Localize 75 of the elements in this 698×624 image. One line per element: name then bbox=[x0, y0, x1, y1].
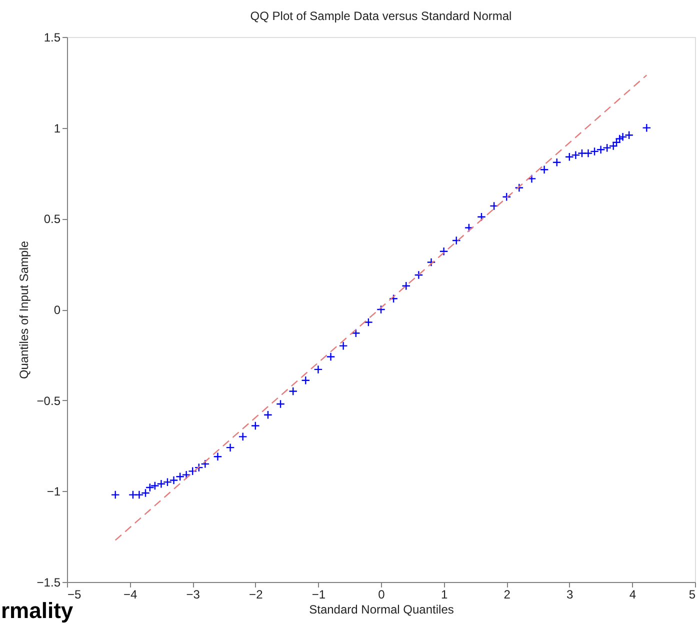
point bbox=[608, 142, 618, 150]
x-tick-label: 4 bbox=[629, 588, 636, 602]
point bbox=[314, 364, 323, 374]
point bbox=[426, 258, 436, 267]
point bbox=[490, 201, 499, 210]
point bbox=[502, 192, 512, 202]
point bbox=[464, 223, 474, 232]
point bbox=[571, 150, 580, 160]
point bbox=[351, 328, 360, 338]
point bbox=[376, 305, 386, 314]
point bbox=[624, 130, 634, 140]
point bbox=[134, 490, 144, 500]
point bbox=[564, 152, 574, 162]
point bbox=[238, 432, 248, 442]
point bbox=[150, 481, 160, 490]
x-axis-title: Standard Normal Quantiles bbox=[309, 602, 454, 616]
x-tick-label: 5 bbox=[688, 588, 696, 602]
x-tick-label: 0 bbox=[378, 588, 386, 602]
point bbox=[145, 483, 154, 492]
point bbox=[263, 410, 272, 420]
point bbox=[110, 490, 120, 500]
y-tick-label: 1.5 bbox=[44, 30, 61, 44]
y-tick-label: 0 bbox=[54, 303, 61, 317]
point bbox=[188, 466, 198, 476]
y-tick-label: 1 bbox=[54, 121, 61, 136]
point bbox=[176, 472, 185, 482]
point bbox=[612, 138, 621, 147]
point bbox=[194, 463, 204, 472]
point bbox=[276, 399, 285, 408]
x-tick-label: −2 bbox=[249, 588, 264, 602]
x-tick-label: 1 bbox=[440, 588, 448, 602]
y-tick-label: −1.5 bbox=[36, 576, 61, 590]
point bbox=[156, 479, 166, 488]
point bbox=[141, 488, 150, 498]
point bbox=[288, 386, 298, 396]
x-tick-label: −1 bbox=[312, 588, 326, 602]
point bbox=[128, 490, 138, 500]
point bbox=[414, 270, 424, 280]
point bbox=[301, 376, 310, 385]
point bbox=[514, 183, 524, 192]
point bbox=[477, 212, 486, 222]
point bbox=[618, 132, 628, 142]
point bbox=[326, 352, 336, 362]
y-tick-label: −1 bbox=[46, 484, 61, 499]
point bbox=[590, 146, 599, 156]
y-tick-label: 0.5 bbox=[44, 212, 61, 226]
point bbox=[389, 294, 398, 304]
point bbox=[250, 421, 260, 430]
point bbox=[364, 318, 373, 327]
point bbox=[402, 281, 411, 290]
point bbox=[226, 443, 235, 452]
point bbox=[596, 145, 606, 154]
point bbox=[642, 123, 652, 132]
x-tick-label: −3 bbox=[186, 588, 200, 602]
point bbox=[577, 148, 586, 158]
x-tick-label: −4 bbox=[123, 588, 138, 602]
point bbox=[615, 134, 624, 144]
point bbox=[540, 165, 549, 174]
point bbox=[169, 476, 178, 485]
y-tick-label: −0.5 bbox=[36, 394, 61, 408]
point bbox=[182, 470, 191, 480]
point bbox=[338, 341, 348, 350]
point bbox=[439, 246, 448, 256]
point bbox=[200, 459, 210, 468]
chart-title: QQ Plot of Sample Data versus Standard Normal bbox=[250, 9, 512, 23]
point bbox=[163, 478, 172, 487]
x-tick-label: 2 bbox=[504, 588, 511, 602]
point bbox=[602, 143, 612, 152]
point bbox=[527, 174, 536, 184]
point bbox=[213, 452, 222, 462]
y-axis-title: Quantiles of Input Sample bbox=[16, 240, 31, 380]
point bbox=[552, 158, 562, 167]
point bbox=[452, 236, 461, 245]
point bbox=[584, 148, 593, 158]
x-tick-label: 3 bbox=[566, 588, 574, 602]
